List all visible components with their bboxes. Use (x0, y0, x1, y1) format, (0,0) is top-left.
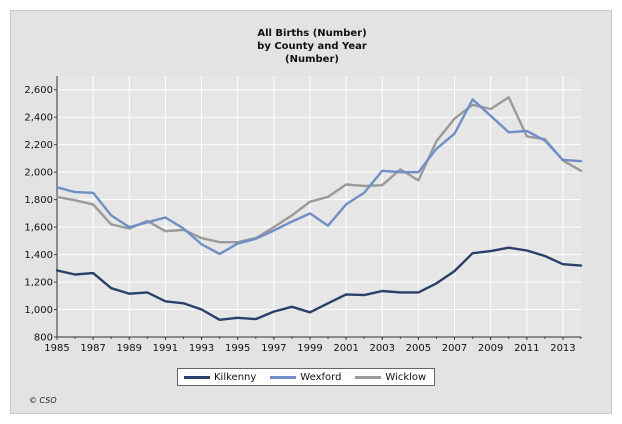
legend-swatch (184, 375, 210, 379)
legend-label: Wexford (300, 371, 342, 383)
y-tick-label: 2,400 (24, 113, 53, 124)
x-tick-label: 1997 (261, 343, 286, 354)
x-tick-label: 1993 (189, 343, 214, 354)
x-tick-label: 1995 (225, 343, 250, 354)
chart-subtitle-line-1: by County and Year (257, 41, 367, 52)
series-line-wexford (55, 98, 583, 256)
chart-title-block: All Births (Number) by County and Year (… (11, 27, 613, 66)
chart-title: All Births (Number) (257, 28, 367, 39)
copyright-note: © CSO (29, 396, 57, 405)
chart-frame: All Births (Number) by County and Year (… (10, 10, 612, 414)
y-tick-label: 2,200 (24, 140, 53, 151)
chart-subtitle-line-2: (Number) (285, 54, 339, 65)
legend-label: Kilkenny (214, 371, 257, 383)
line-chart: 800 1,000 1,200 1,400 1,600 1,800 2,000 2,200 2,… (24, 76, 583, 354)
x-tick-label: 2007 (442, 343, 467, 354)
y-tick-label: 1,600 (24, 223, 53, 234)
x-tick-label: 1989 (117, 343, 142, 354)
series-line-kilkenny (55, 246, 583, 321)
x-tick-label: 1999 (297, 343, 322, 354)
x-tick-label: 2011 (514, 343, 539, 354)
y-tick-label: 800 (34, 333, 53, 344)
legend-item-wicklow: Wicklow (355, 372, 426, 383)
legend-swatch (270, 375, 297, 379)
x-tick-label: 2003 (370, 343, 395, 354)
y-tick-label: 2,000 (24, 168, 53, 179)
x-tick-label: 2005 (406, 343, 431, 354)
legend-item-wexford: Wexford (270, 372, 341, 383)
x-tick-label: 2001 (333, 343, 358, 354)
y-tick-label: 1,000 (24, 305, 53, 316)
legend-swatch (355, 375, 382, 379)
plot-area (57, 76, 581, 337)
y-tick-label: 1,200 (24, 278, 53, 289)
y-tick-label: 1,800 (24, 195, 53, 206)
x-tick-label: 1991 (153, 343, 178, 354)
y-tick-label: 1,400 (24, 250, 53, 261)
legend-item-kilkenny: Kilkenny (184, 372, 256, 383)
x-tick-label: 2009 (478, 343, 503, 354)
x-tick-label: 1987 (80, 343, 105, 354)
x-tick-label: 2013 (550, 343, 575, 354)
x-tick-label: 1985 (44, 343, 69, 354)
y-tick-label: 2,600 (24, 85, 53, 96)
legend-label: Wicklow (385, 371, 427, 383)
chart-legend: Kilkenny Wexford Wicklow (177, 368, 436, 386)
